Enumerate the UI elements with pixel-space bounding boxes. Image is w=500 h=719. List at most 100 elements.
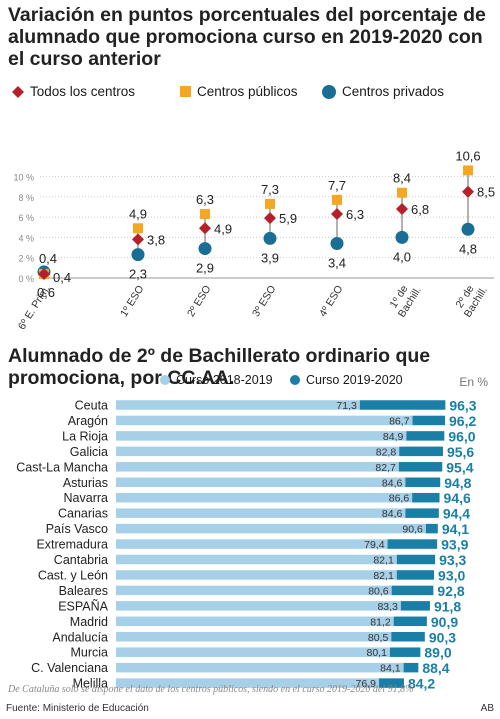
- value-label-2018: 80,5: [368, 632, 389, 644]
- value-label-2019: 95,6: [447, 444, 474, 460]
- bar-2019: [412, 492, 440, 503]
- dot-chart: 0 %2 %4 %6 %8 %10 %6º E. Prim. 1º ESO 2º E…: [13, 148, 495, 332]
- label-publicos: 7,7: [328, 178, 346, 193]
- point-privados: [330, 236, 344, 250]
- square-icon: [180, 86, 191, 97]
- bar-2019: [391, 585, 434, 596]
- category-label: Murcia: [70, 646, 108, 660]
- value-label-2019: 94,1: [442, 521, 469, 537]
- category-label: Galicia: [70, 445, 108, 459]
- bar-2018: [116, 462, 399, 472]
- y-tick-label: 2 %: [18, 254, 34, 264]
- value-label-2018: 90,6: [402, 524, 423, 536]
- category-label: Aragón: [68, 414, 108, 428]
- point-privados: [131, 248, 145, 262]
- value-label-2019: 91,8: [434, 598, 461, 614]
- category-label: Madrid: [70, 615, 108, 629]
- value-label-2018: 86,6: [389, 493, 410, 505]
- value-label-2019: 90,3: [429, 629, 456, 645]
- category-label: Extremadura: [36, 538, 108, 552]
- category-label: ESPAÑA: [58, 599, 108, 613]
- bar-2019: [396, 570, 435, 580]
- legend-item-todos: Todos los centros: [12, 84, 135, 99]
- bar-2018: [116, 431, 407, 441]
- value-label-2018: 84,1: [380, 663, 401, 675]
- y-tick-label: 4 %: [18, 233, 34, 243]
- bar-2019: [393, 616, 427, 627]
- point-todos: [462, 185, 474, 198]
- value-label-2018: 82,7: [375, 462, 396, 474]
- point-todos: [132, 233, 144, 246]
- value-label-2019: 96,3: [449, 398, 476, 414]
- legend-top: Todos los centros Centros públicos Centr…: [10, 84, 490, 102]
- label-publicos: 8,4: [393, 171, 411, 186]
- bar-2018: [116, 570, 397, 580]
- bar-2018: [116, 601, 401, 611]
- x-tick-label: 2º ESO: [185, 283, 214, 319]
- value-label-2019: 94,6: [444, 490, 471, 506]
- bar-2018: [116, 616, 394, 627]
- label-todos: 8,5: [477, 185, 495, 200]
- value-label-2018: 84,6: [382, 477, 403, 489]
- bar-2019: [396, 554, 436, 565]
- value-label-2019: 89,0: [424, 645, 451, 661]
- label-todos: 6,3: [346, 207, 364, 222]
- bar-2018: [116, 523, 426, 534]
- label-privados: 4,8: [459, 241, 477, 256]
- bar-2018: [116, 492, 413, 503]
- label-privados: 2,9: [196, 261, 214, 276]
- point-publicos: [133, 223, 143, 234]
- bar-2019: [403, 662, 419, 673]
- value-label-2019: 93,3: [439, 552, 466, 568]
- point-publicos: [265, 198, 275, 209]
- value-label-2018: 80,1: [367, 647, 388, 659]
- bar-2018: [116, 585, 392, 596]
- bar-2019: [399, 446, 443, 457]
- category-label: Ceuta: [75, 399, 108, 413]
- point-todos: [199, 222, 211, 235]
- legend-label-todos: Todos los centros: [30, 84, 136, 99]
- category-label: Canarias: [58, 507, 108, 521]
- bar-2018: [116, 477, 406, 487]
- circle-icon: [290, 375, 300, 385]
- point-publicos: [397, 187, 407, 198]
- y-tick-label: 0 %: [18, 274, 34, 284]
- label-todos: 3,8: [147, 232, 165, 247]
- label-todos: 4,9: [214, 221, 232, 236]
- bar-2019: [412, 415, 446, 426]
- value-label-2018: 84,9: [383, 431, 404, 443]
- category-label: Asturias: [63, 476, 108, 490]
- value-label-2018: 82,1: [373, 555, 394, 567]
- x-tick-label-line: 2º ESO: [185, 283, 214, 319]
- legend-item-2018: Curso 2018-2019: [160, 373, 273, 387]
- legend-item-publicos: Centros públicos: [180, 84, 298, 99]
- bar-2019: [359, 400, 446, 410]
- chart-title-bottom: Alumnado de 2º de Bachillerato ordinario…: [8, 345, 431, 389]
- y-tick-label: 10 %: [13, 173, 34, 183]
- value-label-2019: 90,9: [431, 614, 458, 630]
- bar-2018: [116, 662, 404, 673]
- value-label-2019: 96,2: [449, 413, 476, 429]
- value-label-2019: 95,4: [446, 459, 473, 475]
- point-privados: [198, 242, 212, 256]
- bar-2019: [387, 539, 438, 549]
- label-todos: 0,4: [53, 270, 71, 285]
- label-todos: 5,9: [279, 211, 297, 226]
- bar-2019: [406, 431, 445, 441]
- x-tick-label-line: 3º ESO: [250, 283, 279, 319]
- unit-label: En %: [459, 375, 488, 389]
- category-label: País Vasco: [46, 522, 108, 536]
- bar-2019: [398, 462, 443, 472]
- x-tick-label: 3º ESO: [250, 283, 279, 319]
- label-publicos: 10,6: [455, 148, 480, 163]
- bar-2019: [405, 477, 441, 487]
- legend-label-2018: Curso 2018-2019: [176, 373, 273, 387]
- label-privados: 0,6: [37, 285, 55, 300]
- legend-label-2019: Curso 2019-2020: [306, 373, 403, 387]
- label-privados: 4,0: [393, 249, 411, 264]
- point-privados: [263, 231, 277, 245]
- point-privados: [461, 222, 475, 236]
- point-privados: [395, 230, 409, 244]
